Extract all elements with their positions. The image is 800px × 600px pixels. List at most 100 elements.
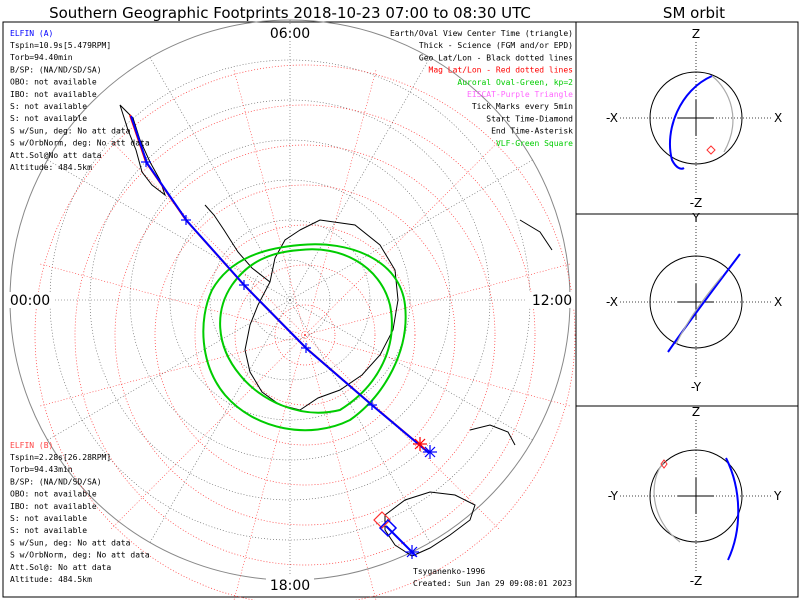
elfin-a-track bbox=[130, 115, 430, 454]
start-diamond-a bbox=[378, 518, 398, 538]
mag-lon-line bbox=[304, 334, 377, 600]
sm-orbit-yz-back bbox=[653, 461, 681, 543]
end-asterisk-b bbox=[414, 438, 426, 450]
sm-label-bottom: -Z bbox=[690, 574, 703, 588]
model-label: Tsyganenko-1996 bbox=[413, 567, 485, 576]
sm-label-left: -Y bbox=[608, 489, 619, 503]
info-line: Altitude: 484.5km bbox=[10, 575, 92, 584]
sm-panel-yz: Z -Z -Y Y bbox=[608, 405, 782, 588]
sm-label-left: -X bbox=[606, 295, 618, 309]
legend-entry: End Time-Asterisk bbox=[491, 127, 573, 136]
sm-start-diamond-xz bbox=[706, 145, 716, 155]
mag-lat-circle bbox=[34, 64, 576, 600]
antarctica-outline bbox=[244, 219, 399, 411]
start-diamond-b bbox=[373, 511, 391, 529]
legend-entry: EISCAT-Purple Triangle bbox=[467, 90, 573, 99]
info-line: S w/OrbNorm, deg: No att data bbox=[10, 551, 150, 560]
clock-label-top: 06:00 bbox=[270, 26, 310, 42]
mag-lat-circle bbox=[234, 264, 376, 406]
mag-lon-line bbox=[233, 69, 306, 336]
legend-entry: Auroral Oval-Green, kp=2 bbox=[457, 78, 573, 87]
geo-lat-circle bbox=[209, 219, 371, 381]
sm-orbit-xz-back bbox=[711, 75, 734, 153]
info-line: Tspin=2.28s[26.28RPM] bbox=[10, 453, 111, 462]
label-bg-bottom bbox=[266, 576, 314, 592]
info-line: B/SP: (NA/ND/SD/SA) bbox=[10, 65, 102, 74]
sm-label-top: Z bbox=[692, 27, 700, 41]
info-line: S w/Sun, deg: No att data bbox=[10, 126, 131, 135]
sm-label-top: Z bbox=[692, 405, 700, 419]
geo-lon-line bbox=[289, 299, 533, 441]
auroral-oval bbox=[202, 243, 407, 432]
sm-start-triangle-yz bbox=[660, 459, 668, 469]
mag-lon-line bbox=[304, 263, 571, 336]
sm-orbit-yz bbox=[725, 457, 740, 561]
info-line: S: not available bbox=[10, 114, 87, 123]
info-line: S: not available bbox=[10, 102, 87, 111]
elfin-b-info: ELFIN (B) Tspin=2.28s[26.28RPM] Torb=94.4… bbox=[10, 441, 150, 584]
sm-orbit-xy-back bbox=[675, 275, 723, 345]
geo-lon-line bbox=[149, 57, 291, 301]
africa-tip-outline bbox=[519, 219, 553, 251]
info-line: S: not available bbox=[10, 526, 87, 535]
info-line: OBO: not available bbox=[10, 490, 97, 499]
sm-label-right: Y bbox=[773, 489, 782, 503]
mag-lat-circle bbox=[154, 184, 456, 486]
elfin-a-info: ELFIN (A) Tspin=10.9s[5.479RPM] Torb=94.4… bbox=[10, 29, 150, 172]
mag-lon-line bbox=[304, 334, 500, 530]
mag-lat-circle bbox=[74, 104, 536, 566]
sm-frame bbox=[575, 21, 799, 598]
mag-lon-line bbox=[110, 140, 306, 336]
mag-lon-line bbox=[304, 334, 571, 407]
sm-orbit-title: SM orbit bbox=[663, 4, 725, 22]
clock-label-right: 12:00 bbox=[532, 293, 572, 309]
legend-entry: Mag Lat/Lon - Red dotted lines bbox=[429, 66, 574, 75]
mag-lat-circle bbox=[274, 304, 336, 366]
mag-lon-line bbox=[304, 140, 500, 336]
geo-lon-line bbox=[47, 159, 291, 301]
sm-panel-xy: Y -Y -X X bbox=[606, 211, 782, 394]
label-bg-left bbox=[4, 292, 54, 308]
legend-entry: VLF-Green Square bbox=[496, 139, 573, 148]
mag-lon-line bbox=[110, 334, 306, 530]
legend-entry: Tick Marks every 5min bbox=[472, 102, 573, 111]
sm-label-right: X bbox=[774, 111, 782, 125]
label-bg-top bbox=[266, 24, 314, 40]
new-zealand-outline bbox=[469, 424, 516, 446]
elfin-b-name: ELFIN (B) bbox=[10, 441, 53, 450]
label-bg-right bbox=[526, 292, 574, 308]
mag-lon-line bbox=[304, 69, 377, 336]
info-line: Torb=94.40min bbox=[10, 53, 73, 62]
mag-lon-line bbox=[233, 334, 306, 600]
australia-outline bbox=[384, 491, 476, 557]
continents bbox=[119, 104, 553, 557]
elfin-a-name: ELFIN (A) bbox=[10, 29, 53, 38]
legend-entry: Earth/Oval View Center Time (triangle) bbox=[390, 29, 573, 38]
end-asterisk-a bbox=[424, 446, 436, 458]
sm-label-left: -X bbox=[606, 111, 618, 125]
elfin-b-track bbox=[129, 114, 429, 453]
info-line: Tspin=10.9s[5.479RPM] bbox=[10, 41, 111, 50]
end-asterisk-a-2 bbox=[406, 546, 418, 558]
info-line: Att.Sol@: No att data bbox=[10, 563, 111, 572]
info-line: B/SP: (NA/ND/SD/SA) bbox=[10, 477, 102, 486]
clock-label-left: 00:00 bbox=[10, 293, 50, 309]
info-line: S w/Sun, deg: No att data bbox=[10, 538, 131, 547]
info-line: IBO: not available bbox=[10, 90, 97, 99]
geo-lat-circle bbox=[89, 99, 491, 501]
sm-label-bottom: -Z bbox=[690, 196, 703, 210]
sm-panels: Z -Z -X X Y -Y -X X Z -Z -Y Y bbox=[606, 27, 782, 588]
mag-lon-line bbox=[39, 263, 306, 336]
sm-label-right: X bbox=[774, 295, 782, 309]
info-line: Torb=94.43min bbox=[10, 465, 73, 474]
mag-lat-circle bbox=[114, 144, 496, 526]
legend-entry: Geo Lat/Lon - Black dotted lines bbox=[419, 53, 573, 62]
antarctic-peninsula-outline bbox=[204, 204, 271, 283]
mag-lat-circle bbox=[194, 224, 416, 446]
sm-orbit-xy bbox=[667, 253, 741, 353]
geo-lon-line bbox=[149, 299, 291, 543]
geo-lon-line bbox=[47, 299, 291, 441]
sm-label-bottom: -Y bbox=[691, 380, 702, 394]
created-label: Created: Sun Jan 29 09:08:01 2023 bbox=[413, 579, 572, 588]
